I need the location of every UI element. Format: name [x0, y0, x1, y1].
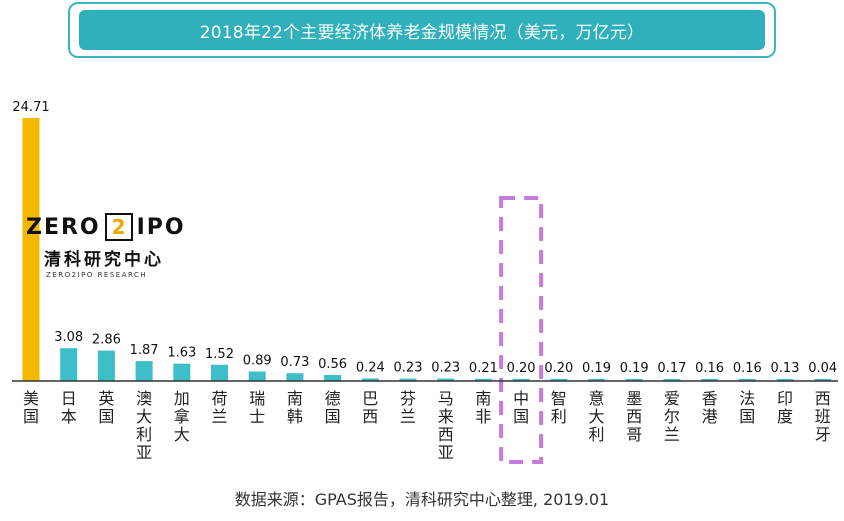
- category-label: 墨西哥: [626, 389, 642, 444]
- bar-马来西亚: [437, 378, 455, 381]
- title-frame: 2018年22个主要经济体养老金规模情况（美元，万亿元）: [68, 2, 776, 58]
- category-label: 印度: [777, 389, 793, 426]
- category-label: 芬兰: [400, 389, 416, 426]
- bar-英国: [97, 350, 115, 381]
- bar-日本: [60, 348, 78, 381]
- logo-digit: 2: [104, 213, 133, 241]
- value-label: 0.13: [771, 361, 800, 376]
- category-label: 日本: [61, 389, 77, 426]
- category-label: 美国: [23, 389, 39, 426]
- logo-chinese-name: 清科研究中心: [44, 250, 164, 270]
- category-label: 英国: [98, 389, 114, 426]
- category-label: 南韩: [287, 389, 303, 426]
- category-label: 西班牙: [815, 389, 831, 444]
- category-label: 中国: [513, 389, 529, 426]
- category-label: 荷兰: [211, 389, 227, 426]
- bar-印度: [776, 379, 794, 381]
- value-label: 24.71: [12, 100, 49, 115]
- value-label: 0.56: [318, 357, 347, 372]
- bar-巴西: [361, 378, 379, 381]
- value-label: 0.17: [657, 361, 686, 376]
- value-label: 1.52: [205, 347, 234, 362]
- value-label: 0.04: [808, 361, 837, 376]
- value-label: 0.23: [431, 361, 460, 376]
- logo-english-name: ZERO2IPO RESEARCH: [46, 271, 148, 279]
- logo-word-right: IPO: [136, 214, 186, 240]
- category-label: 澳大利亚: [136, 389, 152, 462]
- value-label: 0.19: [582, 361, 611, 376]
- bar-西班牙: [814, 379, 832, 381]
- value-label: 0.23: [394, 361, 423, 376]
- bar-香港: [701, 379, 719, 381]
- bar-智利: [550, 378, 568, 381]
- value-label: 0.21: [469, 361, 498, 376]
- value-label: 2.86: [92, 333, 121, 348]
- bar-澳大利亚: [135, 361, 153, 381]
- bar-芬兰: [399, 378, 417, 381]
- category-label: 巴西: [362, 389, 378, 426]
- value-label: 0.24: [356, 360, 385, 375]
- category-label: 南非: [475, 389, 491, 426]
- value-label: 0.20: [507, 361, 536, 376]
- bar-南非: [474, 378, 492, 381]
- bar-中国: [512, 378, 530, 381]
- bar-加拿大: [173, 363, 191, 381]
- value-label: 0.19: [620, 361, 649, 376]
- category-label: 智利: [551, 389, 567, 426]
- category-label: 马来西亚: [438, 389, 454, 462]
- highlight-frame: [499, 196, 544, 464]
- bar-意大利: [588, 379, 605, 381]
- bar-德国: [324, 375, 342, 381]
- value-label: 0.16: [695, 361, 724, 376]
- value-label: 0.73: [280, 355, 309, 370]
- category-label: 爱尔兰: [664, 389, 680, 444]
- bar-美国: [22, 118, 40, 381]
- chart-title: 2018年22个主要经济体养老金规模情况（美元，万亿元）: [79, 10, 765, 50]
- value-label: 1.87: [130, 343, 159, 358]
- category-label: 法国: [739, 389, 755, 426]
- bar-荷兰: [211, 364, 228, 381]
- bar-瑞士: [248, 371, 266, 381]
- category-label: 意大利: [588, 389, 604, 444]
- category-label: 瑞士: [249, 389, 265, 426]
- value-label: 0.16: [733, 361, 762, 376]
- category-label: 加拿大: [174, 389, 190, 444]
- category-label: 德国: [325, 389, 341, 426]
- value-label: 0.20: [544, 361, 573, 376]
- source-note: 数据来源：GPAS报告，清科研究中心整理, 2019.01: [234, 490, 610, 509]
- logo-word-left: ZERO: [26, 214, 101, 240]
- value-label: 3.08: [54, 330, 83, 345]
- bar-爱尔兰: [663, 379, 681, 381]
- bar-南韩: [286, 373, 304, 381]
- category-label: 香港: [702, 389, 718, 426]
- value-label: 0.89: [243, 354, 272, 369]
- bar-法国: [738, 379, 756, 381]
- bar-墨西哥: [625, 379, 643, 381]
- zero2ipo-logo: ZERO 2 IPO 清科研究中心 ZERO2IPO RESEARCH: [26, 213, 186, 279]
- value-label: 1.63: [167, 346, 196, 361]
